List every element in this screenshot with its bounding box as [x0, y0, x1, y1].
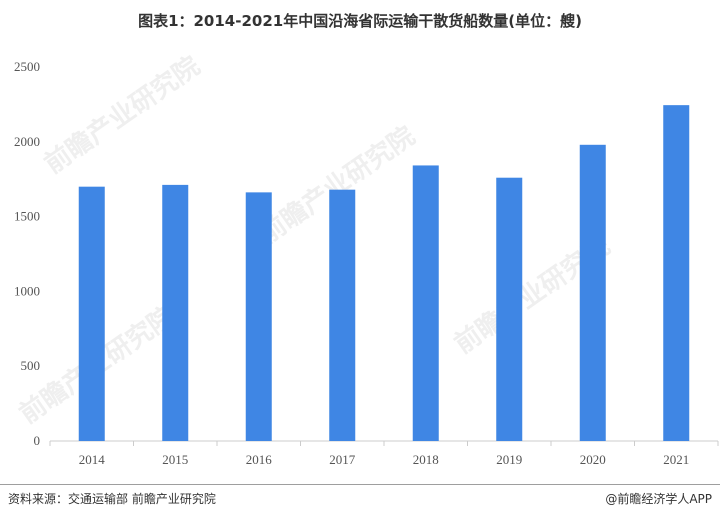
y-tick-label: 1000 [14, 283, 40, 298]
x-tick-label: 2015 [162, 452, 188, 467]
bar-2018 [412, 165, 439, 441]
x-tick-label: 2019 [496, 452, 522, 467]
brand-label: @前瞻经济学人APP [605, 492, 712, 506]
bar-2015 [162, 184, 189, 441]
x-tick-label: 2017 [329, 452, 356, 467]
bar-2014 [78, 186, 105, 441]
bar-chart: 0 500 1000 1500 2000 2500 2014 2015 2016 2017 2018… [14, 59, 719, 467]
x-tick-label: 2020 [580, 452, 606, 467]
y-tick-label: 0 [34, 433, 41, 448]
y-tick-label: 2500 [14, 59, 40, 74]
chart-title: 图表1：2014-2021年中国沿海省际运输干散货船数量(单位：艘) [138, 12, 582, 30]
bar-2016 [245, 192, 272, 441]
bar-2020 [579, 144, 606, 441]
bar-2017 [329, 189, 356, 441]
y-tick-label: 500 [21, 358, 41, 373]
y-tick-label: 2000 [14, 134, 40, 149]
x-tick-label: 2014 [79, 452, 106, 467]
x-tick-label: 2021 [663, 452, 689, 467]
footer: 资料来源：交通运输部 前瞻产业研究院 @前瞻经济学人APP [0, 484, 720, 509]
x-tick-label: 2018 [413, 452, 439, 467]
y-tick-label: 1500 [14, 209, 40, 224]
source-note: 资料来源：交通运输部 前瞻产业研究院 [8, 492, 216, 506]
x-tick-label: 2016 [246, 452, 273, 467]
bar-2021 [663, 105, 690, 441]
bar-2019 [496, 177, 523, 442]
